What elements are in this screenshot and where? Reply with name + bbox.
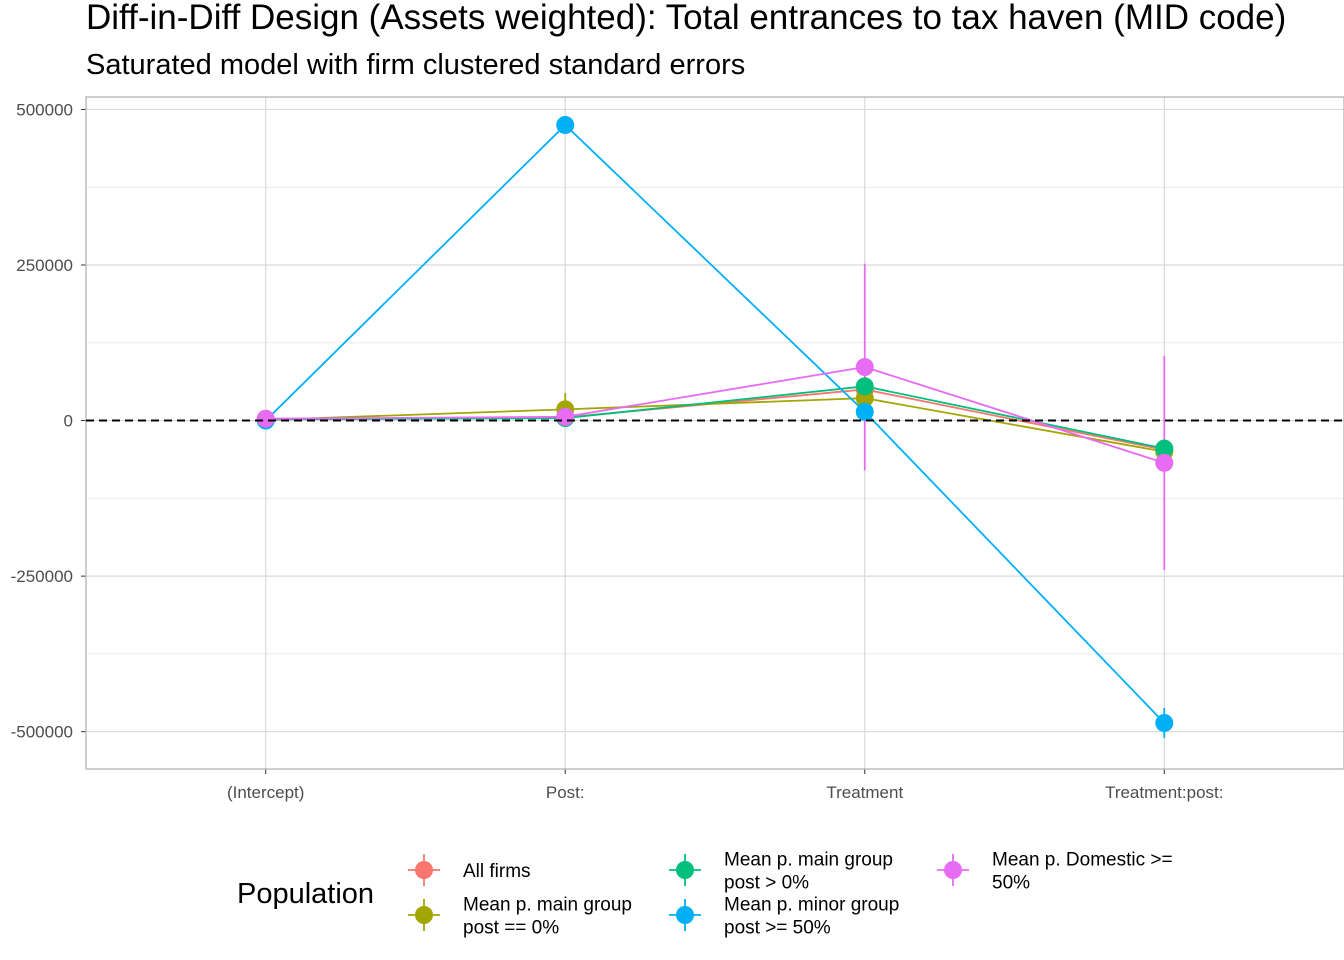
y-tick-label: 250000 bbox=[16, 256, 73, 275]
legend-label-line: Mean p. main group bbox=[724, 850, 893, 871]
series-points-1 bbox=[256, 389, 1174, 461]
series-line bbox=[265, 366, 1165, 464]
data-point bbox=[1155, 453, 1174, 472]
data-point bbox=[1155, 439, 1174, 458]
series-3 bbox=[264, 120, 1166, 738]
data-point bbox=[256, 409, 275, 428]
series-line bbox=[265, 385, 1165, 450]
data-point bbox=[556, 116, 575, 134]
y-tick-label: -250000 bbox=[11, 567, 73, 586]
x-tick-label: (Intercept) bbox=[227, 783, 304, 802]
legend-item: Mean p. main group post == 0% bbox=[408, 895, 632, 939]
series-line bbox=[265, 123, 1165, 724]
series-line bbox=[265, 397, 1165, 453]
legend-label: Mean p. minor group post >= 50% bbox=[724, 895, 899, 939]
series-4 bbox=[264, 263, 1166, 570]
legend-label: Mean p. main group post == 0% bbox=[463, 895, 632, 939]
x-tick-label: Post: bbox=[546, 783, 585, 802]
legend-key-point bbox=[415, 906, 433, 924]
legend-item: Mean p. minor group post >= 50% bbox=[669, 895, 899, 939]
y-tick-label: -500000 bbox=[11, 723, 73, 742]
x-tick-label: Treatment:post: bbox=[1105, 783, 1223, 802]
legend-label-line: All firms bbox=[463, 861, 531, 882]
panel-border bbox=[85, 96, 1344, 770]
data-point bbox=[1155, 713, 1174, 732]
plot-panel: 500000 250000 0 -250000 -500000 (Intercept) Po… bbox=[11, 96, 1344, 802]
legend-key-point bbox=[415, 861, 433, 879]
legend-item: Mean p. main group post > 0% bbox=[669, 850, 893, 894]
legend-label-line: Mean p. Domestic >= bbox=[992, 850, 1173, 871]
legend-title: Population bbox=[237, 878, 374, 910]
legend-label: Mean p. main group post > 0% bbox=[724, 850, 893, 894]
legend-key-point bbox=[676, 906, 694, 924]
legend-label: Mean p. Domestic >= 50% bbox=[992, 850, 1173, 894]
legend-label-line: post > 0% bbox=[724, 873, 809, 894]
chart-title: Diff-in-Diff Design (Assets weighted): T… bbox=[86, 0, 1286, 37]
legend-label-line: post == 0% bbox=[463, 918, 559, 939]
data-point bbox=[855, 358, 874, 377]
data-point bbox=[556, 407, 575, 426]
data-point bbox=[855, 377, 874, 396]
series-1 bbox=[264, 388, 1166, 460]
legend-label-line: Mean p. minor group bbox=[724, 895, 899, 916]
legend-label-line: post >= 50% bbox=[724, 918, 831, 939]
legend-label: All firms bbox=[463, 861, 531, 882]
data-point bbox=[855, 402, 874, 421]
x-tick-label: Treatment bbox=[826, 783, 903, 802]
legend-item: Mean p. Domestic >= 50% bbox=[937, 850, 1173, 894]
chart-subtitle: Saturated model with firm clustered stan… bbox=[86, 49, 745, 81]
legend-label-line: Mean p. main group bbox=[463, 895, 632, 916]
series-2 bbox=[264, 377, 1166, 457]
legend-label-line: 50% bbox=[992, 873, 1030, 894]
y-tick-label: 0 bbox=[64, 412, 73, 431]
legend-key-point bbox=[676, 861, 694, 879]
legend-key-point bbox=[944, 861, 962, 879]
y-tick-label: 500000 bbox=[16, 100, 73, 119]
legend-item: All firms bbox=[408, 854, 531, 886]
